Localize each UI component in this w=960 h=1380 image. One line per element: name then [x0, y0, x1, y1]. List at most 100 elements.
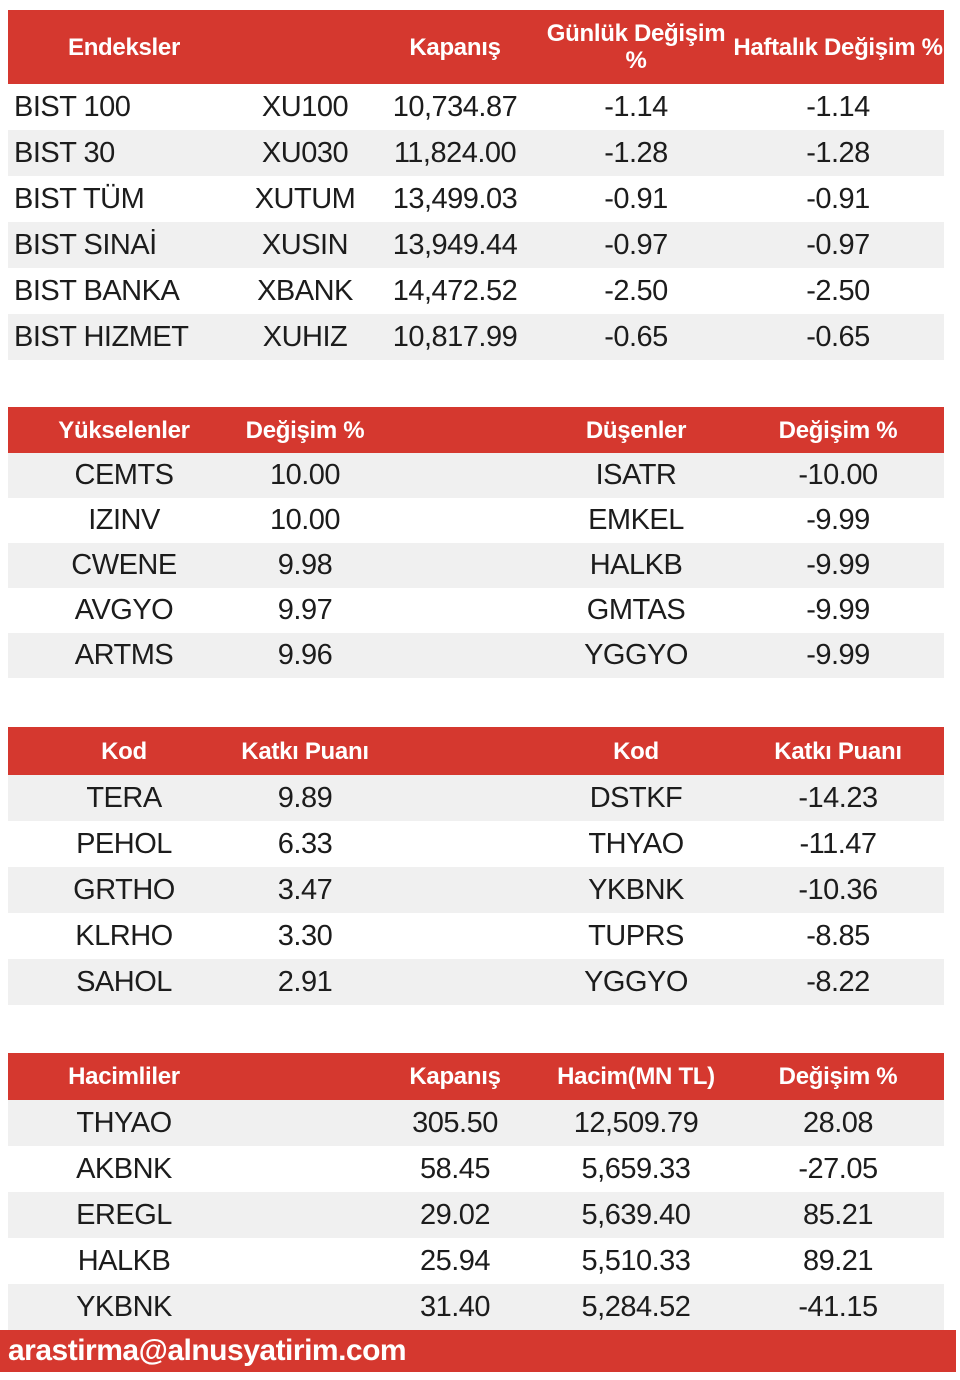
negative-contributor-code: DSTKF: [589, 781, 683, 814]
gainer-code: CEMTS: [74, 459, 175, 491]
gainer-change: 9.96: [277, 639, 333, 671]
table-row: BIST HIZMET XUHIZ 10,817.99 -0.65 -0.65: [8, 314, 944, 360]
volume-stock-change: 85.21: [802, 1198, 874, 1231]
volume-table-header: Hacimliler Kapanış Hacim(MN TL) Değişim …: [8, 1053, 944, 1100]
volume-stock-close: 31.40: [419, 1290, 491, 1323]
index-daily-change: -0.65: [604, 320, 668, 353]
negative-contributor-code: YKBNK: [588, 873, 684, 906]
loser-code: GMTAS: [586, 594, 686, 626]
volume-stock-change: 89.21: [802, 1244, 874, 1277]
table-row: AKBNK 58.45 5,659.33 -27.05: [8, 1146, 944, 1192]
spacer: [0, 360, 960, 407]
index-code: XUSIN: [261, 228, 349, 261]
gainers-header: Yükselenler: [58, 416, 190, 444]
losers-header: Düşenler: [585, 416, 687, 444]
index-code: XU030: [261, 136, 349, 169]
table-row: BIST BANKA XBANK 14,472.52 -2.50 -2.50: [8, 268, 944, 314]
volume-stock-code: THYAO: [76, 1106, 172, 1139]
loser-change: -9.99: [806, 504, 870, 536]
table-row: BIST SINAİ XUSIN 13,949.44 -0.97 -0.97: [8, 222, 944, 268]
loser-code: EMKEL: [588, 504, 684, 536]
volume-stock-volume: 12,509.79: [573, 1106, 699, 1139]
negative-contributor-code: YGGYO: [584, 965, 688, 998]
index-close: 10,734.87: [392, 90, 518, 123]
gainer-code: ARTMS: [74, 639, 174, 671]
loser-code: ISATR: [595, 459, 677, 491]
indices-table-header: Endeksler Kapanış Günlük Değişim % Hafta…: [8, 10, 944, 84]
indices-header-daily: Günlük Değişim %: [546, 20, 726, 74]
index-close: 13,949.44: [392, 228, 518, 261]
index-weekly-change: -0.97: [806, 228, 870, 261]
losers-change-header: Değişim %: [778, 416, 898, 444]
volume-stock-code: EREGL: [76, 1198, 172, 1231]
index-weekly-change: -0.91: [806, 182, 870, 215]
index-daily-change: -1.28: [604, 136, 668, 169]
gainers-losers-table: Yükselenler Değişim % Düşenler Değişim %…: [8, 407, 944, 678]
gainer-change: 9.97: [277, 594, 333, 626]
volume-stock-close: 58.45: [419, 1152, 491, 1185]
index-name: BIST 30: [14, 136, 115, 169]
positive-contributor-points: 6.33: [277, 827, 333, 860]
negative-contributor-points: -8.85: [806, 919, 870, 952]
volume-stock-volume: 5,284.52: [581, 1290, 691, 1323]
gainer-code: CWENE: [71, 549, 177, 581]
index-close: 10,817.99: [392, 320, 518, 353]
table-row: PEHOL 6.33 THYAO -11.47: [8, 821, 944, 867]
table-row: YKBNK 31.40 5,284.52 -41.15: [8, 1284, 944, 1330]
index-code: XU100: [261, 90, 349, 123]
negative-contributor-code: THYAO: [588, 827, 684, 860]
contribution-code-header-left: Kod: [101, 737, 147, 765]
table-row: BIST 30 XU030 11,824.00 -1.28 -1.28: [8, 130, 944, 176]
volume-stock-volume: 5,659.33: [581, 1152, 691, 1185]
table-row: IZINV 10.00 EMKEL -9.99: [8, 498, 944, 543]
footer-email: arastirma@alnusyatirim.com: [8, 1334, 407, 1367]
volume-stock-change: -41.15: [798, 1290, 878, 1323]
index-close: 14,472.52: [392, 274, 518, 307]
negative-contributor-points: -8.22: [806, 965, 870, 998]
volume-stock-code: HALKB: [77, 1244, 171, 1277]
volume-stock-volume: 5,510.33: [581, 1244, 691, 1277]
volume-stock-close: 305.50: [412, 1106, 498, 1139]
table-row: EREGL 29.02 5,639.40 85.21: [8, 1192, 944, 1238]
positive-contributor-points: 3.30: [277, 919, 333, 952]
table-row: ARTMS 9.96 YGGYO -9.99: [8, 633, 944, 678]
table-row: HALKB 25.94 5,510.33 89.21: [8, 1238, 944, 1284]
contribution-points-header-right: Katkı Puanı: [774, 737, 902, 765]
positive-contributor-points: 9.89: [277, 781, 333, 814]
table-row: BIST TÜM XUTUM 13,499.03 -0.91 -0.91: [8, 176, 944, 222]
positive-contributor-code: GRTHO: [73, 873, 175, 906]
table-row: SAHOL 2.91 YGGYO -8.22: [8, 959, 944, 1005]
negative-contributor-points: -11.47: [799, 827, 877, 860]
loser-code: HALKB: [589, 549, 683, 581]
volume-stock-close: 29.02: [419, 1198, 491, 1231]
indices-header-name: Endeksler: [67, 33, 181, 61]
index-weekly-change: -0.65: [806, 320, 870, 353]
volume-stock-volume: 5,639.40: [581, 1198, 691, 1231]
index-close: 11,824.00: [393, 136, 517, 169]
loser-change: -9.99: [806, 549, 870, 581]
gainer-code: AVGYO: [74, 594, 174, 626]
index-daily-change: -1.14: [604, 90, 668, 123]
table-row: CEMTS 10.00 ISATR -10.00: [8, 453, 944, 498]
contribution-header: Kod Katkı Puanı Kod Katkı Puanı: [8, 727, 944, 775]
index-name: BIST TÜM: [14, 182, 145, 215]
gainers-losers-header: Yükselenler Değişim % Düşenler Değişim %: [8, 407, 944, 453]
index-weekly-change: -2.50: [806, 274, 870, 307]
volume-stock-code: YKBNK: [76, 1290, 172, 1323]
table-row: THYAO 305.50 12,509.79 28.08: [8, 1100, 944, 1146]
index-name: BIST SINAİ: [14, 228, 157, 261]
index-name: BIST HIZMET: [14, 320, 189, 353]
index-code: XUHIZ: [262, 320, 348, 353]
gainer-code: IZINV: [88, 504, 160, 536]
index-code: XUTUM: [254, 182, 356, 215]
gainer-change: 10.00: [269, 504, 341, 536]
volume-stock-change: -27.05: [798, 1152, 878, 1185]
volume-header-close: Kapanış: [409, 1063, 501, 1090]
positive-contributor-points: 2.91: [277, 965, 333, 998]
loser-code: YGGYO: [584, 639, 688, 671]
positive-contributor-code: KLRHO: [75, 919, 173, 952]
contribution-code-header-right: Kod: [613, 737, 659, 765]
table-row: TERA 9.89 DSTKF -14.23: [8, 775, 944, 821]
indices-table: Endeksler Kapanış Günlük Değişim % Hafta…: [8, 10, 944, 360]
